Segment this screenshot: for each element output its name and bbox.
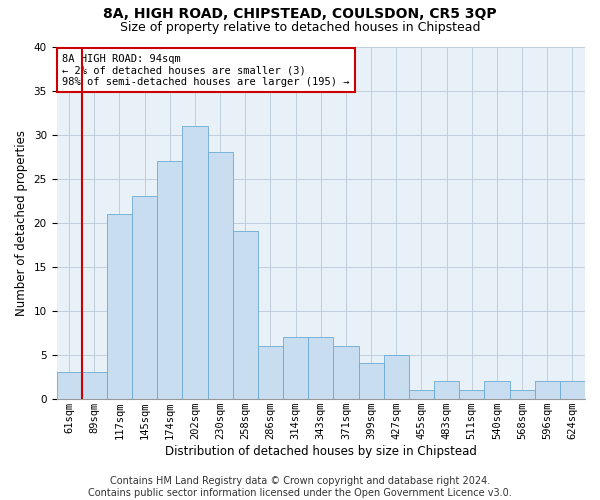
Bar [459, 390, 484, 398]
Bar [56, 372, 82, 398]
Y-axis label: Number of detached properties: Number of detached properties [15, 130, 28, 316]
Bar [560, 381, 585, 398]
Bar [409, 390, 434, 398]
Bar [82, 372, 107, 398]
Bar [132, 196, 157, 398]
Text: Contains HM Land Registry data © Crown copyright and database right 2024.
Contai: Contains HM Land Registry data © Crown c… [88, 476, 512, 498]
Text: 8A HIGH ROAD: 94sqm
← 2% of detached houses are smaller (3)
98% of semi-detached: 8A HIGH ROAD: 94sqm ← 2% of detached hou… [62, 54, 349, 86]
X-axis label: Distribution of detached houses by size in Chipstead: Distribution of detached houses by size … [165, 444, 477, 458]
Bar [157, 161, 182, 398]
Bar [535, 381, 560, 398]
Bar [359, 364, 383, 398]
Text: 8A, HIGH ROAD, CHIPSTEAD, COULSDON, CR5 3QP: 8A, HIGH ROAD, CHIPSTEAD, COULSDON, CR5 … [103, 8, 497, 22]
Bar [258, 346, 283, 399]
Bar [283, 337, 308, 398]
Bar [308, 337, 334, 398]
Bar [484, 381, 509, 398]
Bar [182, 126, 208, 398]
Bar [208, 152, 233, 398]
Bar [383, 354, 409, 399]
Bar [509, 390, 535, 398]
Bar [334, 346, 359, 399]
Bar [434, 381, 459, 398]
Text: Size of property relative to detached houses in Chipstead: Size of property relative to detached ho… [120, 22, 480, 35]
Bar [233, 232, 258, 398]
Bar [107, 214, 132, 398]
